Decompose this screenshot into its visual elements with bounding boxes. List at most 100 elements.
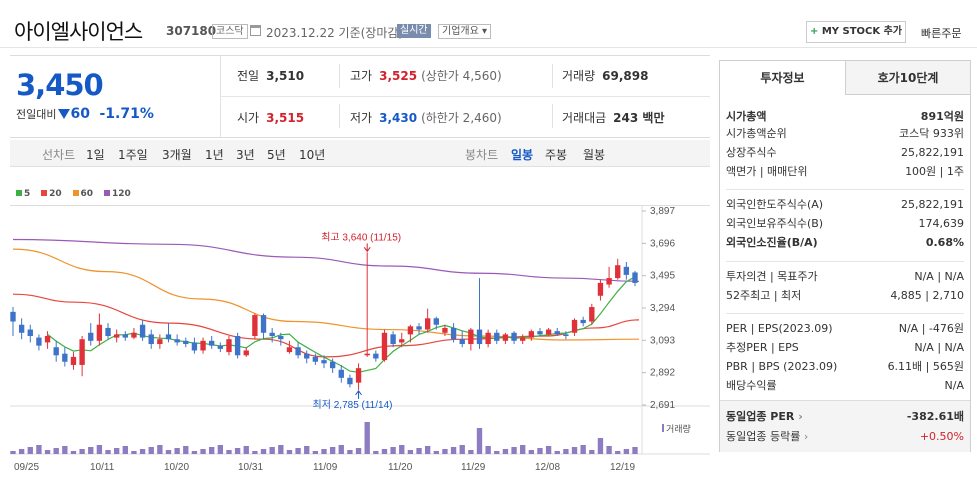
- candle-body: [407, 326, 414, 335]
- candle-body: [450, 327, 457, 340]
- tab-monthly[interactable]: 월봉: [583, 148, 606, 162]
- tab-1d[interactable]: 1일: [86, 148, 105, 162]
- low-price: 저가 3,430 (하한가 2,460): [350, 111, 502, 125]
- volume-bar: [606, 446, 612, 454]
- volume-bar: [217, 445, 224, 454]
- quick-order-link[interactable]: 빠른주문: [921, 27, 962, 40]
- volume-bar: [286, 450, 293, 454]
- info-label: 외국인보유주식수(B): [726, 217, 824, 230]
- volume-bar: [139, 449, 146, 454]
- candle-body: [217, 345, 224, 349]
- legend-ma60: 60: [72, 189, 93, 199]
- info-row: 투자의견 | 목표주가 N/A | N/A: [726, 269, 964, 285]
- realtime-button[interactable]: 실시간: [397, 24, 431, 38]
- industry-rate[interactable]: 동일업종 등락률 › +0.50%: [726, 430, 964, 443]
- candle-body: [597, 282, 604, 296]
- info-value: N/A | -476원: [898, 322, 964, 335]
- candle-body: [338, 369, 344, 378]
- volume-bar: [407, 450, 414, 454]
- candle-body: [545, 329, 552, 335]
- tab-3m[interactable]: 3개월: [162, 148, 192, 162]
- volume-bar: [355, 448, 362, 454]
- info-value: N/A | N/A: [914, 341, 964, 354]
- tab-5y[interactable]: 5년: [267, 148, 286, 162]
- plus-icon: +: [809, 26, 819, 37]
- volume-bar: [191, 451, 198, 454]
- candle-body: [424, 318, 431, 330]
- volume-bar: [416, 448, 422, 454]
- info-label: 추정PER | EPS: [726, 341, 799, 354]
- volume-bar: [295, 448, 301, 454]
- ma20-line: [12, 293, 640, 358]
- candle-body: [174, 339, 180, 343]
- x-tick-label: 10/31: [238, 462, 263, 473]
- info-value: 0.68%: [925, 236, 964, 249]
- y-tick-label: 3,897: [650, 206, 675, 217]
- candle-body: [105, 327, 111, 336]
- candle-body: [148, 334, 154, 345]
- tab-weekly[interactable]: 주봉: [545, 148, 568, 162]
- industry-summary: 동일업종 PER › -382.61배 동일업종 등락률 › +0.50%: [720, 400, 970, 452]
- x-tick-label: 09/25: [14, 462, 39, 473]
- volume-legend-swatch: [662, 424, 664, 432]
- info-label: 시가총액순위: [726, 127, 787, 140]
- tab-1w[interactable]: 1주일: [118, 148, 148, 162]
- volume-bar: [580, 445, 586, 454]
- tab-10y[interactable]: 10년: [299, 148, 326, 162]
- volume-bar: [433, 451, 439, 454]
- candle-body: [511, 332, 517, 341]
- candle-body: [537, 331, 543, 335]
- candle-body: [563, 334, 569, 336]
- quote-date: 2023.12.22 기준(장마감): [266, 26, 404, 40]
- volume-bar: [53, 448, 59, 454]
- volume-bar: [424, 446, 431, 454]
- current-price: 3,450: [16, 68, 104, 102]
- volume-bar: [79, 449, 85, 454]
- volume-bar: [390, 447, 396, 454]
- line-chart-label: 선차트: [42, 148, 76, 162]
- chart-svg[interactable]: 3,897 3,696 3,495 3,294 3,093 2,892 2,691 최고 3,…: [10, 206, 710, 486]
- tab-1y[interactable]: 1년: [205, 148, 224, 162]
- candle-body: [286, 347, 293, 353]
- candle-body: [485, 332, 491, 345]
- trade-amount: 거래대금 243 백만: [562, 111, 665, 125]
- legend-ma5: 5: [16, 189, 30, 199]
- corp-overview-dropdown[interactable]: 기업개요 ▾: [438, 24, 492, 39]
- info-row: 외국인보유주식수(B) 174,639: [726, 216, 964, 232]
- ma120-line: [12, 238, 640, 282]
- candle-body: [632, 272, 638, 283]
- add-mystock-button[interactable]: + MY STOCK 추가: [806, 21, 906, 43]
- volume-bar: [571, 447, 578, 454]
- industry-per[interactable]: 동일업종 PER › -382.61배: [726, 410, 964, 423]
- volume-bar: [234, 448, 241, 454]
- volume-bar: [347, 450, 353, 454]
- volume-bar: [113, 448, 120, 454]
- ma5-line: [47, 276, 636, 373]
- ma60-line: [12, 248, 640, 341]
- info-row: PER | EPS(2023.09) N/A | -476원: [726, 321, 964, 337]
- volume-bar: [10, 451, 16, 454]
- candle-body: [183, 340, 189, 345]
- info-value: 6.11배 | 565원: [887, 360, 964, 373]
- tab-investment-info[interactable]: 투자정보: [760, 71, 805, 85]
- candle-body: [571, 319, 578, 333]
- candle-body: [157, 339, 163, 345]
- candle-body: [165, 334, 172, 340]
- info-label: 52주최고 | 최저: [726, 289, 802, 302]
- volume-bar: [183, 446, 189, 454]
- info-row: 외국인소진율(B/A) 0.68%: [726, 235, 964, 251]
- tab-daily[interactable]: 일봉: [511, 148, 534, 162]
- legend-ma20: 20: [41, 189, 62, 199]
- volume-bar: [278, 445, 284, 454]
- tab-3y[interactable]: 3년: [236, 148, 255, 162]
- stock-code: 307180: [166, 24, 217, 38]
- volume-bar: [165, 450, 172, 454]
- x-tick-label: 11/20: [388, 462, 413, 473]
- tab-order-book[interactable]: 호가10단계: [845, 61, 970, 95]
- volume-bar: [442, 449, 448, 454]
- x-tick-label: 12/19: [610, 462, 635, 473]
- candle-body: [226, 339, 232, 353]
- candlestick-chart[interactable]: 3,897 3,696 3,495 3,294 3,093 2,892 2,691 최고 3,…: [10, 205, 710, 486]
- candle-body: [416, 326, 422, 330]
- volume-bar: [321, 449, 327, 454]
